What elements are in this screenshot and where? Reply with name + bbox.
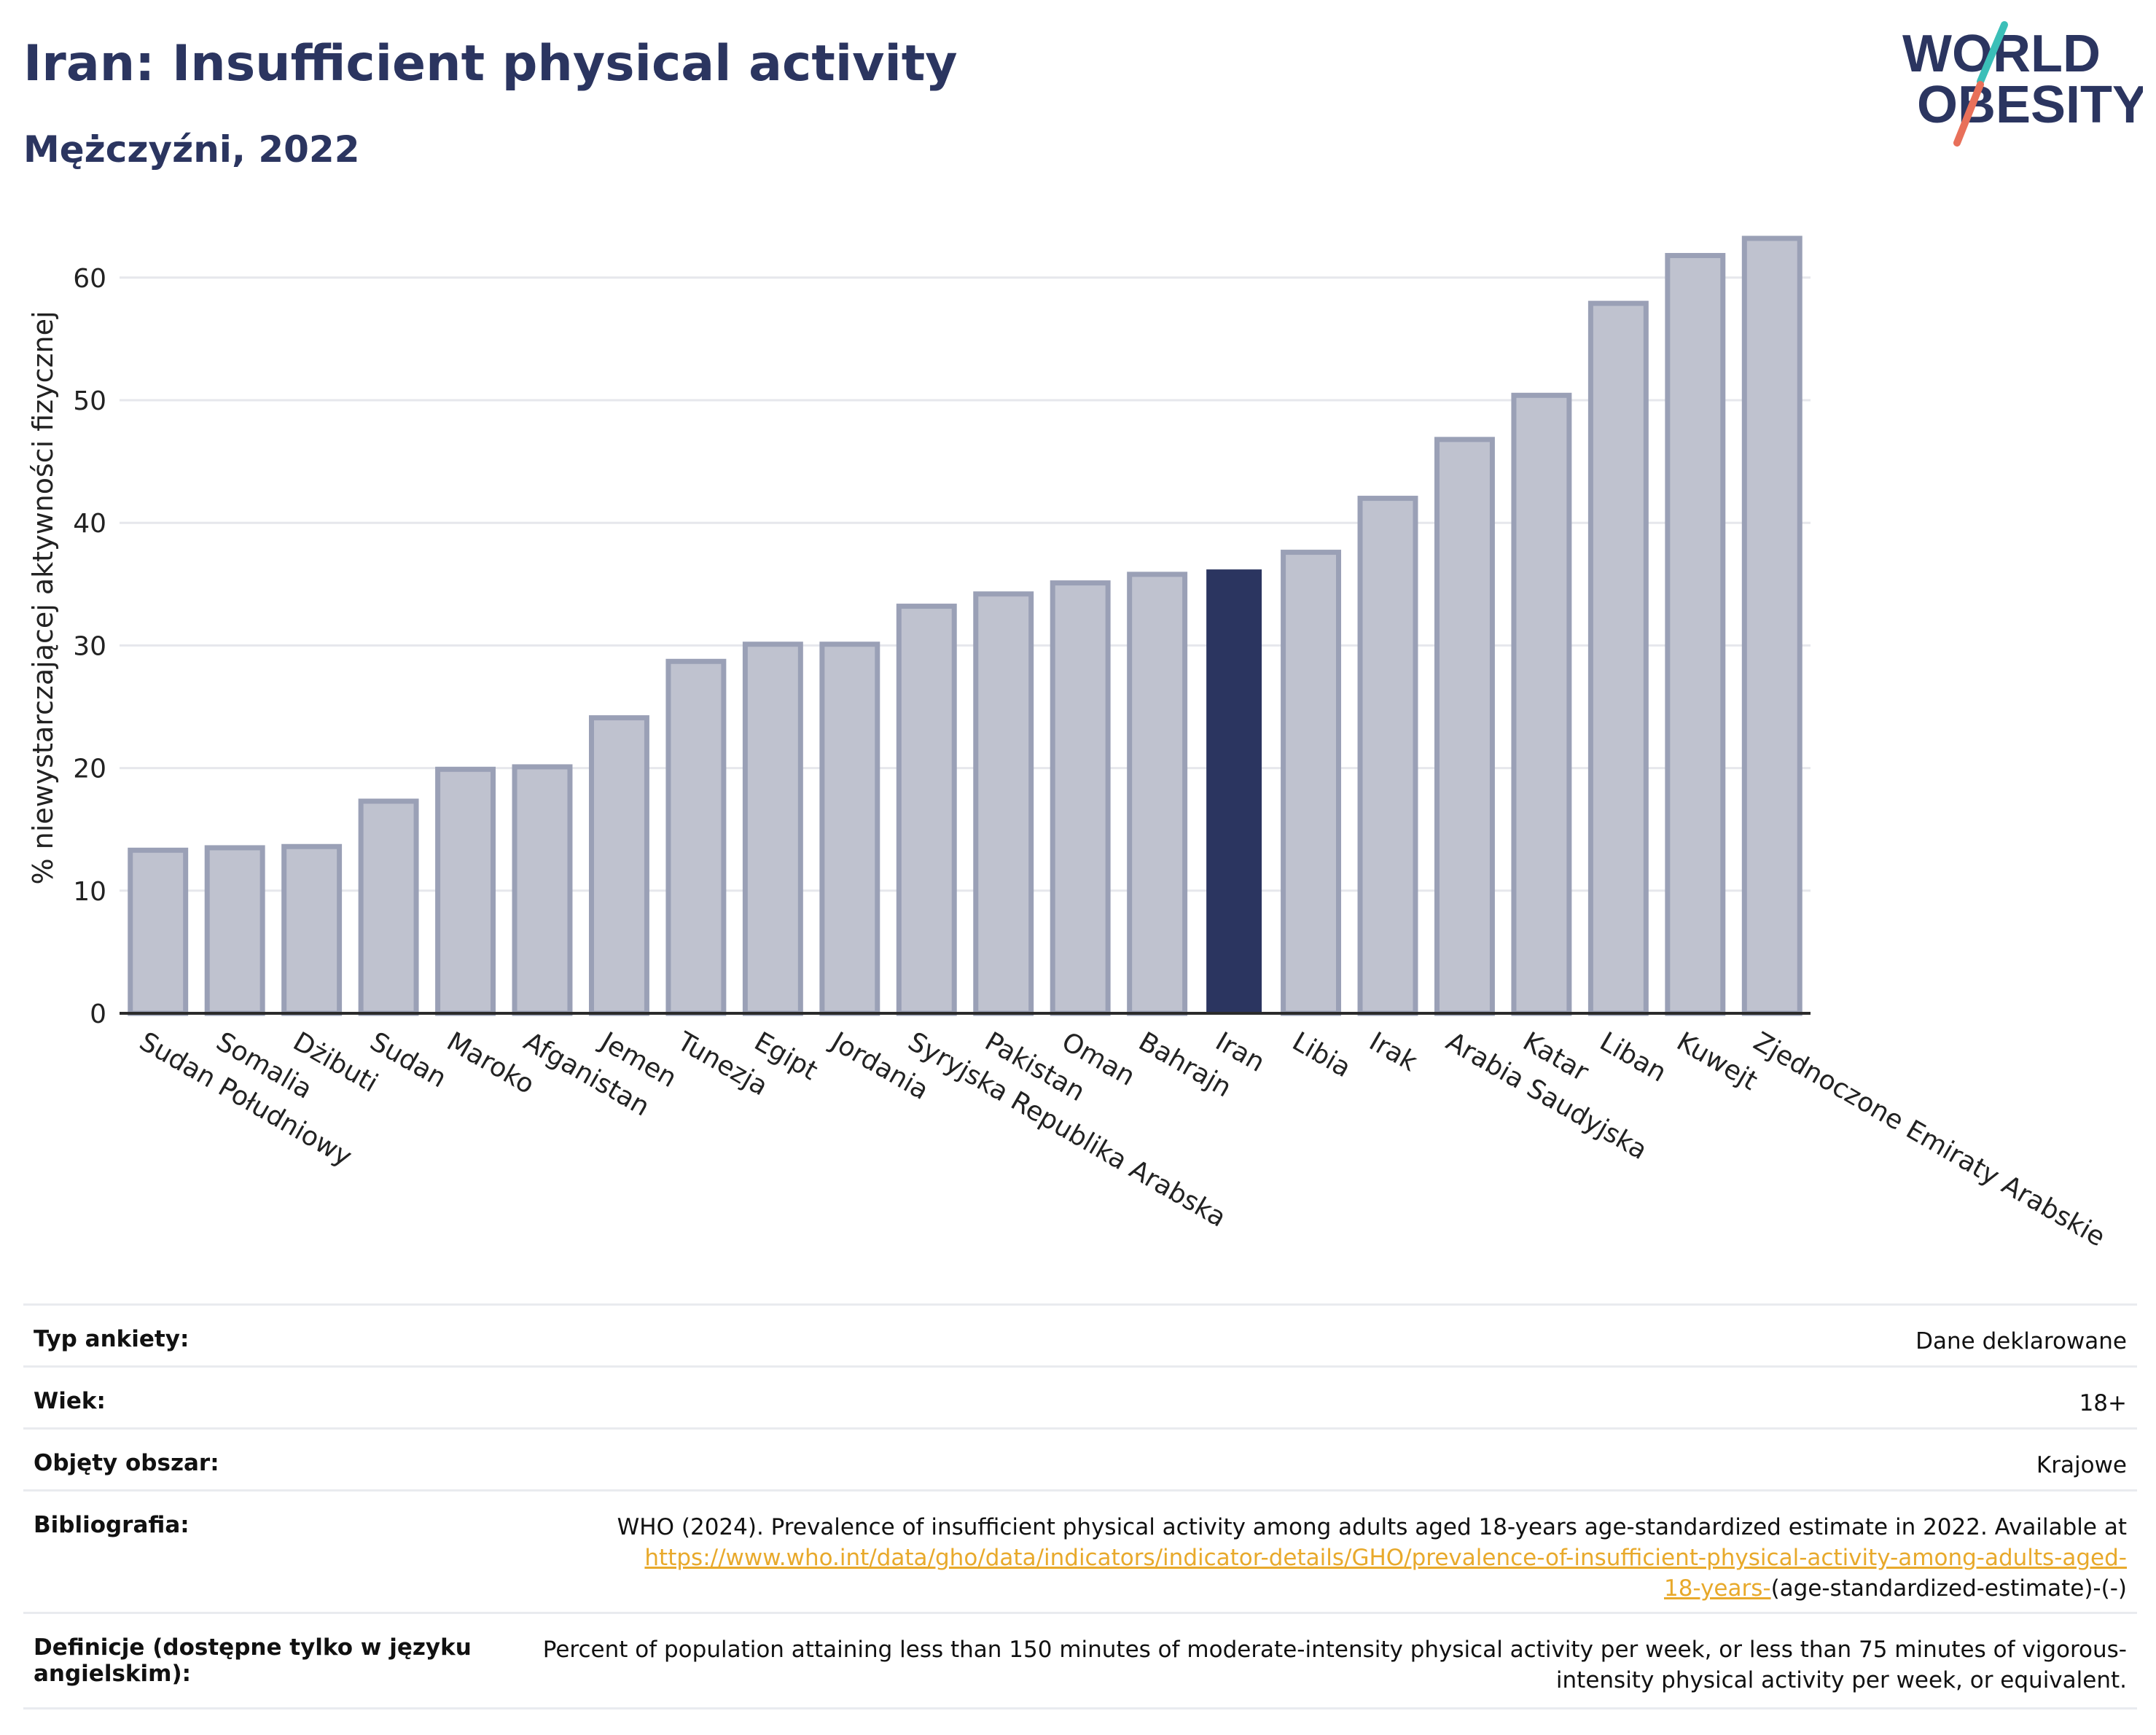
bar-sudan[interactable] [358, 798, 419, 1016]
bar-oman[interactable] [1050, 580, 1111, 1016]
meta-key: Definicje (dostępne tylko w języku angie… [23, 1612, 500, 1709]
bar-jemen[interactable] [588, 715, 649, 1016]
meta-row-coverage: Objęty obszar: Krajowe [23, 1427, 2137, 1491]
bar-irak[interactable] [1357, 496, 1418, 1016]
bar-jordania[interactable] [819, 642, 880, 1016]
bar-katar[interactable] [1511, 392, 1572, 1016]
world-obesity-logo: WORLD OBESITY [1902, 21, 2143, 147]
y-tick-label: 60 [73, 264, 106, 294]
x-tick-label: Zjednoczone Emiraty Arabskie [1749, 1026, 2110, 1252]
bibliography-tail: (age-standardized-estimate)-(-) [1770, 1575, 2127, 1602]
y-tick-label: 20 [73, 755, 106, 784]
bar-liban[interactable] [1587, 300, 1649, 1016]
logo-word-obesity: OBESITY [1917, 76, 2143, 134]
bar-kuwejt[interactable] [1665, 253, 1726, 1016]
x-tick-label: Liban [1595, 1026, 1671, 1088]
metadata-table: Typ ankiety: Dane deklarowane Wiek: 18+ … [23, 1303, 2137, 1709]
meta-row-survey-type: Typ ankiety: Dane deklarowane [23, 1303, 2137, 1367]
bibliography-text: WHO (2024). Prevalence of insufficient p… [617, 1514, 2127, 1540]
bibliography-link[interactable]: https://www.who.int/data/gho/data/indica… [644, 1545, 2127, 1571]
bar-egipt[interactable] [742, 642, 803, 1016]
bar-arabia-saudyjska[interactable] [1434, 437, 1495, 1016]
meta-row-definitions: Definicje (dostępne tylko w języku angie… [23, 1612, 2137, 1709]
x-tick-label: Sudan [365, 1026, 452, 1093]
bar-syryjska-republika-arabska[interactable] [896, 604, 957, 1016]
logo-slash-top [1977, 21, 2008, 85]
meta-value: Krajowe [500, 1427, 2137, 1491]
chart-subtitle: Mężczyźni, 2022 [23, 128, 360, 171]
bar-bahrajn[interactable] [1127, 572, 1188, 1016]
bar-zjednoczone-emiraty-arabskie[interactable] [1741, 235, 1802, 1016]
bar-somalia[interactable] [204, 845, 265, 1016]
bar-libia[interactable] [1281, 550, 1342, 1016]
meta-value: WHO (2024). Prevalence of insufficient p… [500, 1489, 2137, 1613]
y-axis-ticks: 0 10 20 30 40 50 60 [73, 264, 106, 1029]
y-axis-label: % niewystarczającej aktywności fizycznej [27, 311, 59, 884]
meta-key: Bibliografia: [23, 1489, 500, 1613]
meta-value: Percent of population attaining less tha… [500, 1612, 2137, 1709]
x-tick-label: Maroko [442, 1026, 539, 1100]
meta-value: 18+ [500, 1365, 2137, 1429]
chart-bars [128, 235, 1802, 1016]
chart-title: Iran: Insufficient physical activity [23, 35, 958, 93]
bar-chart: 0 10 20 30 40 50 60 Sudan PołudniowySomaliaDżi… [27, 235, 2110, 1252]
meta-row-bibliography: Bibliografia: WHO (2024). Prevalence of … [23, 1489, 2137, 1613]
bar-tunezja[interactable] [665, 658, 727, 1016]
bar-iran[interactable] [1206, 569, 1262, 1013]
meta-row-age: Wiek: 18+ [23, 1365, 2137, 1429]
y-tick-label: 10 [73, 877, 106, 907]
logo-slash-bottom [1953, 81, 1984, 147]
bar-dżibuti[interactable] [281, 843, 343, 1016]
x-tick-label: Kuwejt [1671, 1026, 1762, 1096]
bar-sudan-południowy[interactable] [128, 847, 189, 1016]
y-tick-label: 40 [73, 509, 106, 539]
meta-value: Dane deklarowane [500, 1303, 2137, 1367]
bibliography-link-cont[interactable]: 18-years- [1663, 1575, 1771, 1602]
x-tick-label: Libia [1287, 1026, 1356, 1083]
bar-pakistan[interactable] [973, 591, 1034, 1016]
x-tick-label: Irak [1364, 1026, 1423, 1077]
x-axis-labels: Sudan PołudniowySomaliaDżibutiSudanMarok… [134, 1026, 2110, 1252]
meta-key: Objęty obszar: [23, 1427, 500, 1491]
bar-maroko[interactable] [435, 766, 496, 1016]
meta-key: Wiek: [23, 1365, 500, 1429]
y-tick-label: 50 [73, 386, 106, 416]
meta-key: Typ ankiety: [23, 1303, 500, 1367]
y-tick-label: 0 [90, 999, 106, 1029]
y-tick-label: 30 [73, 631, 106, 661]
bar-afganistan[interactable] [512, 764, 573, 1016]
